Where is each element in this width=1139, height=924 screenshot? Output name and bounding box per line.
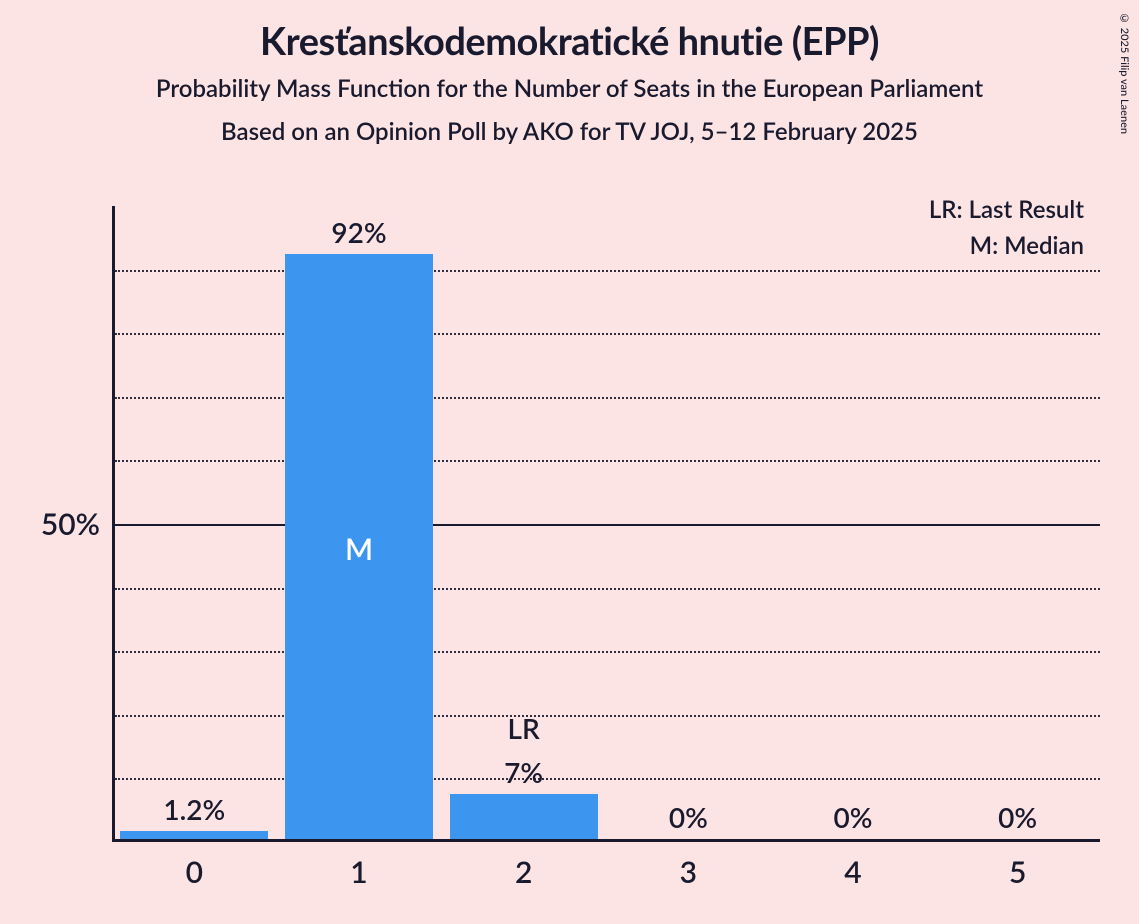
bar [120, 831, 268, 839]
y-tick-label: 50% [41, 506, 100, 542]
gridline [115, 397, 1100, 399]
gridline [115, 778, 1100, 780]
gridline [115, 651, 1100, 653]
x-tick-label: 0 [186, 854, 203, 890]
gridline [115, 524, 1100, 526]
bar-value-label: 0% [834, 800, 873, 834]
pmf-bar-chart: 50%1.2%092%M17%LR20%30%40%5 LR: Last Res… [112, 206, 1100, 842]
gridline [115, 715, 1100, 717]
x-tick-label: 5 [1009, 854, 1026, 890]
x-tick-label: 3 [680, 854, 697, 890]
x-tick-label: 4 [844, 854, 861, 890]
copyright-text: © 2025 Filip van Laenen [1118, 12, 1131, 134]
bar-value-label: 92% [331, 215, 386, 249]
x-axis [112, 839, 1100, 842]
x-tick-label: 1 [350, 854, 367, 890]
bar-value-label: 0% [669, 800, 708, 834]
gridline [115, 588, 1100, 590]
gridline [115, 460, 1100, 462]
bar-value-label: 7% [504, 755, 543, 789]
median-marker: M [345, 531, 373, 567]
last-result-marker: LR [508, 711, 540, 745]
gridline [115, 270, 1100, 272]
subtitle-2: Based on an Opinion Poll by AKO for TV J… [0, 117, 1139, 146]
subtitle-1: Probability Mass Function for the Number… [0, 74, 1139, 103]
chart-legend: LR: Last Result M: Median [929, 192, 1084, 264]
bar [450, 794, 598, 839]
legend-m: M: Median [929, 228, 1084, 264]
gridline [115, 333, 1100, 335]
bar-value-label: 0% [998, 800, 1037, 834]
bar-value-label: 1.2% [163, 792, 225, 826]
main-title: Kresťanskodemokratické hnutie (EPP) [0, 18, 1139, 64]
x-tick-label: 2 [515, 854, 532, 890]
legend-lr: LR: Last Result [929, 192, 1084, 228]
